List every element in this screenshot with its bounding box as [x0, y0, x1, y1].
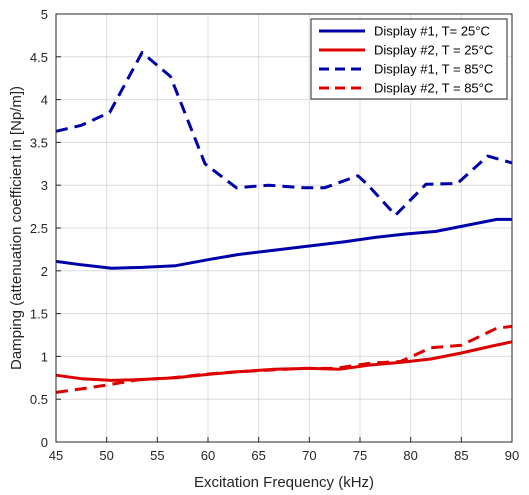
y-tick-label: 0.5: [30, 392, 48, 407]
y-tick-label: 3.5: [30, 135, 48, 150]
y-tick-label: 4.5: [30, 50, 48, 65]
y-tick-label: 1.5: [30, 307, 48, 322]
series-line-4: [55, 324, 513, 394]
series-line-1: [55, 217, 512, 270]
legend-entry: Display #2, T = 85°C: [374, 81, 493, 96]
y-tick-label: 0: [41, 435, 48, 450]
y-tick-label: 3: [41, 178, 48, 193]
x-axis-label: Excitation Frequency (kHz): [194, 474, 374, 491]
y-axis-label: Damping (attenuation coefficient in [Np/…: [8, 86, 25, 370]
legend-entry: Display #1, T = 85°C: [374, 62, 493, 77]
x-tick-label: 90: [505, 448, 519, 463]
y-tick-label: 4: [41, 93, 48, 108]
x-tick-label: 85: [454, 448, 468, 463]
series-lines: [55, 51, 513, 394]
x-tick-label: 70: [302, 448, 316, 463]
legend-entry: Display #2, T = 25°C: [374, 43, 493, 58]
x-tick-label: 75: [353, 448, 367, 463]
y-tick-label: 1: [41, 349, 48, 364]
x-tick-label: 45: [49, 448, 63, 463]
tick-labels: 45 50 55 60 65 70 75 80 85 90 0 0.5 1 1.5 2 2.5 3 3.5 4 4.5…: [30, 7, 519, 463]
x-tick-label: 80: [403, 448, 417, 463]
y-tick-label: 5: [41, 7, 48, 22]
series-line-3: [55, 51, 513, 217]
x-tick-label: 65: [251, 448, 265, 463]
x-tick-label: 50: [99, 448, 113, 463]
x-tick-label: 55: [150, 448, 164, 463]
legend: Display #1, T= 25°C Display #2, T = 25°C D…: [310, 18, 508, 100]
y-tick-label: 2: [41, 264, 48, 279]
y-tick-label: 2.5: [30, 221, 48, 236]
legend-entry: Display #1, T= 25°C: [374, 24, 490, 39]
x-tick-label: 60: [201, 448, 215, 463]
